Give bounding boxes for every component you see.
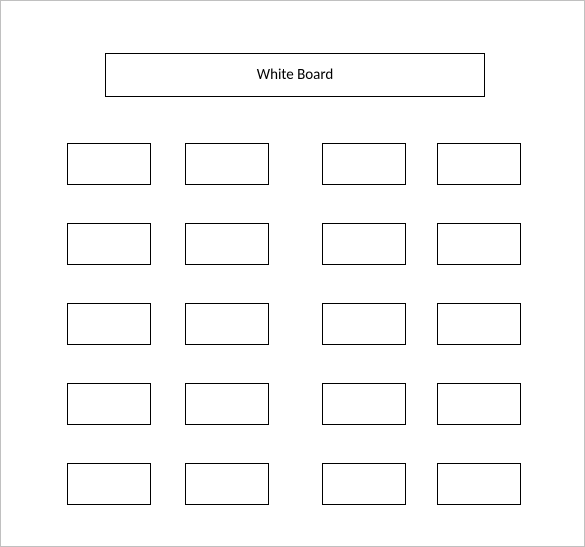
seat bbox=[322, 223, 406, 265]
whiteboard: White Board bbox=[105, 53, 485, 97]
seat bbox=[185, 463, 269, 505]
seat bbox=[322, 143, 406, 185]
seat bbox=[322, 303, 406, 345]
seat bbox=[67, 383, 151, 425]
seat bbox=[67, 143, 151, 185]
seat bbox=[67, 223, 151, 265]
seating-chart-canvas: White Board bbox=[0, 0, 585, 547]
seat bbox=[185, 383, 269, 425]
seat bbox=[437, 223, 521, 265]
seat bbox=[67, 463, 151, 505]
whiteboard-label: White Board bbox=[257, 66, 334, 84]
seat bbox=[437, 303, 521, 345]
seat bbox=[437, 143, 521, 185]
seat bbox=[437, 463, 521, 505]
seat bbox=[322, 383, 406, 425]
seat bbox=[322, 463, 406, 505]
seat bbox=[437, 383, 521, 425]
seat bbox=[185, 303, 269, 345]
seat bbox=[185, 223, 269, 265]
seat bbox=[67, 303, 151, 345]
seat bbox=[185, 143, 269, 185]
